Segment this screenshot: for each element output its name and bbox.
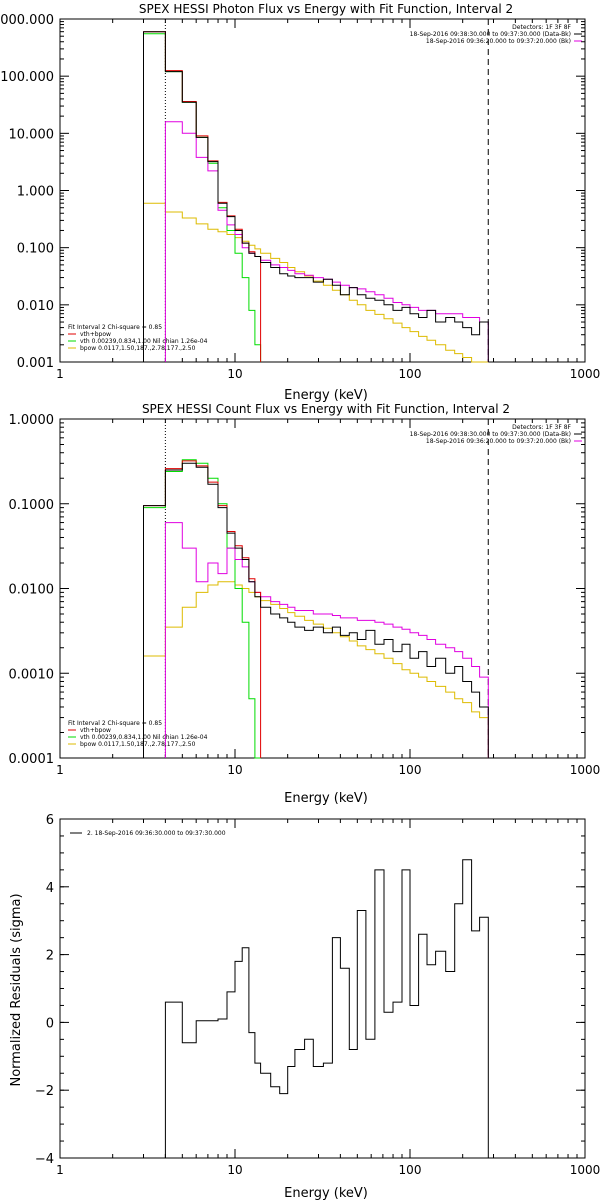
x-tick-label: 10: [227, 1163, 242, 1177]
series-background-line: [164, 522, 489, 758]
y-tick-label: 0.0100: [9, 583, 55, 598]
x-axis-label: Energy (keV): [284, 1186, 368, 1200]
x-tick-label: 100: [399, 1163, 422, 1177]
y-tick-label: 1.000: [17, 185, 54, 200]
x-tick-label: 1000: [570, 1163, 600, 1177]
x-tick-label: 1000: [570, 367, 600, 381]
photon-flux-panel: SPEX HESSI Photon Flux vs Energy with Fi…: [0, 2, 600, 403]
top-legend-entry: Detectors: 1F 3F 8F: [512, 424, 571, 431]
series-fit-total-line: [143, 31, 262, 362]
x-axis-label: Energy (keV): [284, 791, 368, 806]
plot-frame: [59, 18, 586, 363]
y-tick-label: 4: [46, 881, 54, 896]
y-tick-label: 2: [46, 949, 54, 964]
series-vth-line: [143, 459, 261, 759]
chart-title: SPEX HESSI Count Flux vs Energy with Fit…: [142, 402, 510, 416]
y-tick-label: −2: [35, 1084, 54, 1099]
x-tick-label: 100: [399, 367, 422, 381]
series-background-line: [164, 121, 489, 362]
bottom-legend-entry: Fit Interval 2 Chi-square = 0.85: [68, 720, 162, 727]
x-tick-label: 1000: [570, 763, 600, 777]
y-tick-label: 0.100: [17, 242, 54, 257]
bottom-legend-entry: Fit Interval 2 Chi-square = 0.85: [68, 324, 162, 331]
top-legend-entry: 18-Sep-2016 09:36:20.000 to 09:37:20.000…: [426, 38, 571, 45]
y-tick-label: 0.1000: [9, 498, 55, 513]
y-tick-label: 1.0000: [9, 413, 55, 428]
x-tick-label: 10: [227, 763, 242, 777]
series-fit-total-line: [143, 460, 262, 758]
x-tick-label: 1: [56, 763, 64, 777]
y-tick-label: 6: [46, 813, 54, 828]
top-legend-entry: 18-Sep-2016 09:38:30.000 to 09:37:30.000…: [410, 431, 571, 438]
top-legend-entry: 18-Sep-2016 09:38:30.000 to 09:37:30.000…: [410, 31, 571, 38]
series-total-line: [143, 462, 489, 758]
series-bpow-line: [143, 202, 489, 363]
top-legend-entry: 18-Sep-2016 09:36:20.000 to 09:37:20.000…: [426, 438, 571, 445]
bottom-legend-entry: vth+bpow: [80, 331, 111, 338]
series-bpow-line: [143, 581, 489, 758]
y-tick-label: 0.0001: [9, 752, 55, 767]
y-tick-label: −4: [35, 1152, 54, 1167]
x-axis-label: Energy (keV): [284, 388, 368, 403]
x-tick-label: 10: [227, 367, 242, 381]
x-tick-label: 1: [56, 367, 64, 381]
y-tick-label: 0: [46, 1016, 54, 1031]
y-tick-label: 0.010: [17, 299, 54, 314]
top-legend-entry: Detectors: 1F 3F 8F: [512, 24, 571, 31]
bottom-legend-entry: vth 0.00239,0.834,1.00 Nil chian 1.26e-0…: [80, 734, 208, 741]
y-tick-label: 1000.000: [0, 13, 54, 28]
series-total-line: [143, 31, 489, 362]
x-tick-label: 100: [399, 763, 422, 777]
y-tick-label: 0.001: [17, 356, 54, 371]
count-flux-panel: SPEX HESSI Count Flux vs Energy with Fit…: [9, 402, 600, 806]
plot-frame: [59, 418, 586, 759]
chart-title: SPEX HESSI Photon Flux vs Energy with Fi…: [139, 2, 513, 16]
series-total-line: [164, 859, 489, 1158]
x-tick-label: 1: [56, 1163, 64, 1177]
residuals-panel: Energy (keV) Normalized Residuals (sigma…: [9, 813, 600, 1200]
bottom-legend-entry: bpow 0.0117,1.50,187.,2.78,177.,2.50: [80, 741, 196, 748]
bottom-legend-entry: vth 0.00239,0.834,1.00 Nil chian 1.26e-0…: [80, 338, 208, 345]
plot-frame: [59, 818, 586, 1159]
y-tick-label: 10.000: [9, 127, 55, 142]
bottom-legend-entry: bpow 0.0117,1.50,187.,2.78,177.,2.50: [80, 345, 196, 352]
y-axis-label: Normalized Residuals (sigma): [9, 893, 24, 1086]
bottom-legend-entry: vth+bpow: [80, 727, 111, 734]
y-tick-label: 100.000: [0, 70, 54, 85]
legend-entry: 2. 18-Sep-2016 09:36:30.000 to 09:37:30.…: [87, 830, 226, 837]
series-vth-line: [143, 33, 262, 362]
y-tick-label: 0.0010: [9, 667, 55, 682]
